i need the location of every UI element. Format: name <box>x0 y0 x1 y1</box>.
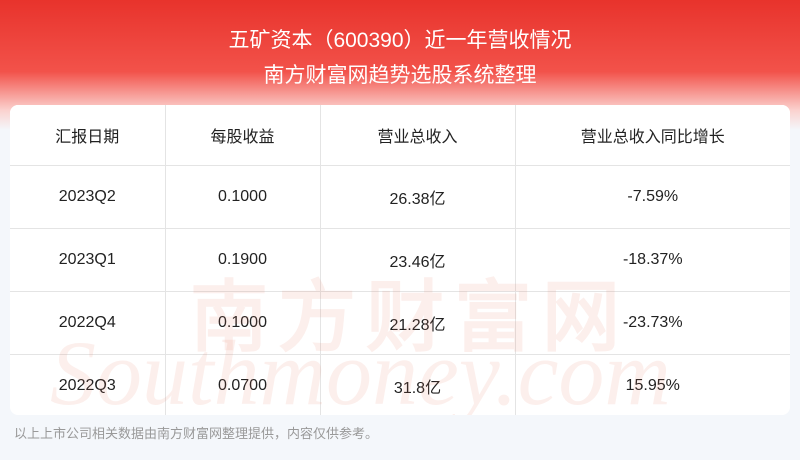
column-header: 营业总收入同比增长 <box>515 105 790 166</box>
table-cell: 26.38亿 <box>320 165 516 229</box>
table-cell: 2022Q4 <box>10 291 166 355</box>
table-cell: -7.59% <box>515 165 790 229</box>
table-card: 汇报日期 每股收益 营业总收入 营业总收入同比增长 2023Q2 0.1000 26.38… <box>10 105 790 415</box>
column-header: 营业总收入 <box>320 105 516 166</box>
table-row: 2023Q2 0.1000 26.38亿 -7.59% <box>10 165 790 229</box>
table-cell: 0.1900 <box>165 228 321 292</box>
column-header: 汇报日期 <box>10 105 166 166</box>
table-cell: 2023Q2 <box>10 165 166 229</box>
table-cell: 23.46亿 <box>320 228 516 292</box>
table-cell: 31.8亿 <box>320 354 516 415</box>
header-row: 汇报日期 每股收益 营业总收入 营业总收入同比增长 <box>10 105 790 166</box>
table-cell: 0.1000 <box>165 291 321 355</box>
table-cell: 21.28亿 <box>320 291 516 355</box>
table: 汇报日期 每股收益 营业总收入 营业总收入同比增长 2023Q2 0.1000 26.38… <box>10 105 790 415</box>
table-cell: 0.1000 <box>165 165 321 229</box>
table-body: 2023Q2 0.1000 26.38亿 -7.59% 2023Q1 0.1900 23.4… <box>10 165 790 415</box>
footer-note: 以上上市公司相关数据由南方财富网整理提供，内容仅供参考。 <box>14 426 379 441</box>
table-row: 2022Q3 0.0700 31.8亿 15.95% <box>10 354 790 415</box>
table-cell: 0.0700 <box>165 354 321 415</box>
column-header: 每股收益 <box>165 105 321 166</box>
subtitle: 南方财富网趋势选股系统整理 <box>263 64 537 87</box>
table-cell: -18.37% <box>515 228 790 292</box>
table-cell: -23.73% <box>515 291 790 355</box>
table-row: 2023Q1 0.1900 23.46亿 -18.37% <box>10 228 790 292</box>
table-cell: 15.95% <box>625 377 680 394</box>
title: 五矿资本（600390）近一年营收情况 <box>228 29 572 52</box>
table-row: 2022Q4 0.1000 21.28亿 -23.73% <box>10 291 790 355</box>
table-cell: 2023Q1 <box>10 228 166 292</box>
table-cell: 2022Q3 <box>10 354 166 415</box>
